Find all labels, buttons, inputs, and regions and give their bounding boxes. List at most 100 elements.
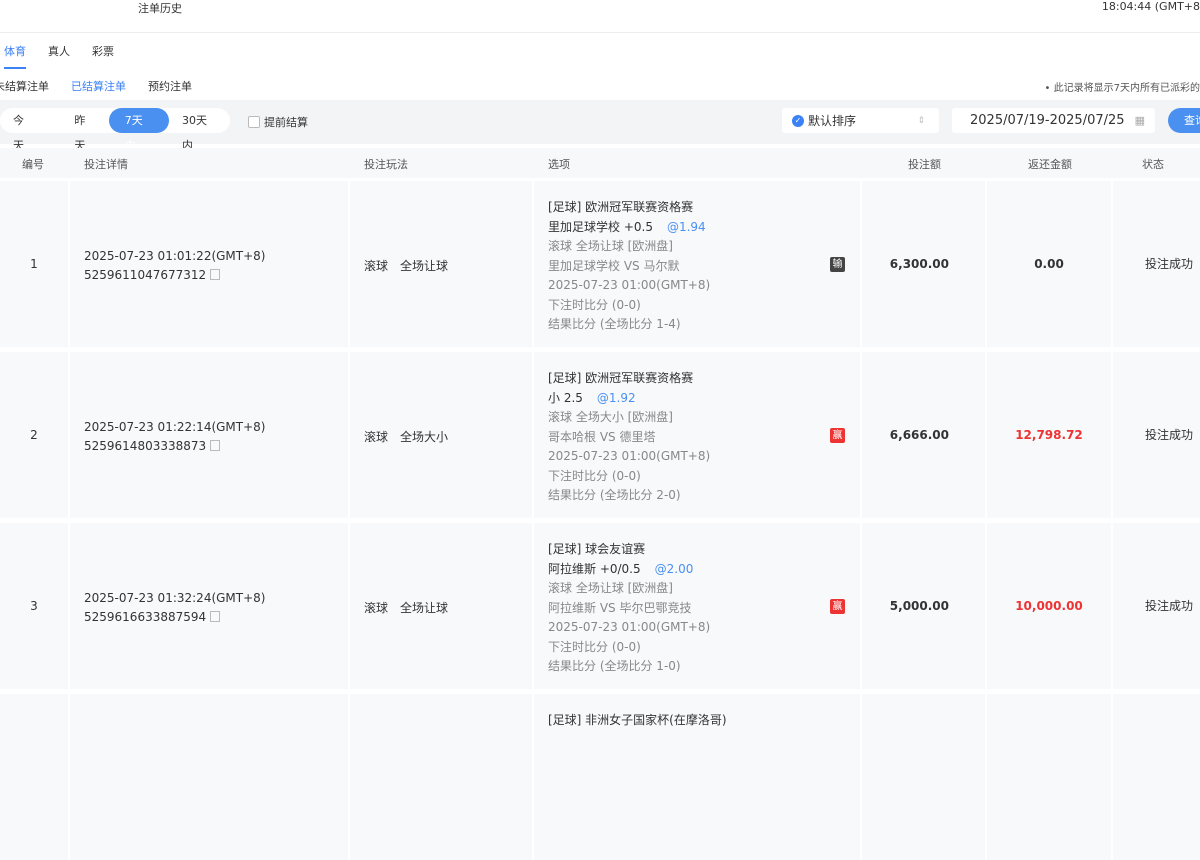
- result-badge: 输: [830, 257, 845, 272]
- odds: @1.92: [596, 390, 636, 405]
- cell-status: 投注成功: [1113, 523, 1200, 689]
- match: 里加足球学校 VS 马尔默: [548, 258, 680, 273]
- col-detail: 投注详情: [84, 158, 128, 171]
- tab-settled[interactable]: 已结算注单: [71, 78, 126, 102]
- sort-arrows-icon: ⇕: [917, 115, 925, 126]
- market: 滚球 全场让球 [欧洲盘]: [548, 581, 673, 595]
- cell-stake: 6,300.00: [862, 181, 985, 347]
- result-badge: 赢: [830, 599, 845, 614]
- page-title: 注单历史: [138, 2, 182, 15]
- cell-detail: 2025-07-23 01:32:24(GMT+8) 52596166338875…: [70, 523, 348, 689]
- cell-return: 12,798.72: [987, 352, 1111, 518]
- range-30days[interactable]: 30天内: [181, 114, 207, 152]
- league: [足球] 非洲女子国家杯(在摩洛哥): [548, 713, 727, 727]
- cell-play: [350, 694, 532, 860]
- col-option: 选项: [548, 158, 570, 171]
- play-type: 滚球: [364, 259, 389, 273]
- odds: @2.00: [654, 561, 694, 576]
- copy-icon[interactable]: [210, 269, 221, 280]
- cell-stake: [862, 694, 985, 860]
- tab-unsettled[interactable]: 未结算注单: [0, 80, 49, 93]
- cell-play: 滚球 全场让球: [350, 523, 532, 689]
- filter-bar: 今天 昨天 7天内 30天内 提前结算 ✓ 默认排序 ⇕ 2025/07/19-20…: [0, 100, 1200, 152]
- copy-icon[interactable]: [210, 440, 221, 451]
- cell-option: [足球] 欧洲冠军联赛资格赛 里加足球学校 +0.5 @1.94 滚球 全场让球 …: [534, 181, 860, 347]
- table-header: 编号 投注详情 投注玩法 选项 投注额 返还金额 状态: [0, 148, 1200, 178]
- col-status: 状态: [1142, 158, 1164, 171]
- tab-sports[interactable]: 体育: [4, 43, 26, 69]
- range-today[interactable]: 今天: [13, 114, 24, 152]
- cell-play: 滚球 全场让球: [350, 181, 532, 347]
- pick: 里加足球学校 +0.5: [548, 219, 653, 234]
- bet-time: 2025-07-23 01:22:14(GMT+8): [84, 420, 266, 434]
- cell-no: [0, 694, 68, 860]
- calendar-icon[interactable]: ▦: [1134, 114, 1145, 127]
- league: [足球] 球会友谊赛: [548, 542, 646, 556]
- match: 哥本哈根 VS 德里塔: [548, 429, 656, 444]
- col-no: 编号: [22, 158, 44, 171]
- tab-lottery[interactable]: 彩票: [92, 45, 114, 58]
- bet-id: 5259611047677312: [84, 268, 207, 282]
- query-button[interactable]: 查询: [1168, 108, 1200, 133]
- sort-select[interactable]: ✓ 默认排序 ⇕: [782, 108, 939, 133]
- early-settle-checkbox[interactable]: 提前结算: [248, 114, 308, 130]
- cell-option: [足球] 欧洲冠军联赛资格赛 小 2.5 @1.92 滚球 全场大小 [欧洲盘] …: [534, 352, 860, 518]
- bet-time: 2025-07-23 01:32:24(GMT+8): [84, 591, 266, 605]
- play-type: 滚球: [364, 430, 389, 444]
- pick: 小 2.5: [548, 390, 583, 405]
- range-7days[interactable]: 7天内: [108, 108, 169, 152]
- date-range-segment: 今天 昨天 7天内 30天内: [0, 108, 230, 152]
- result-badge: 赢: [830, 428, 845, 443]
- cell-stake: 6,666.00: [862, 352, 985, 518]
- cell-detail: 2025-07-23 01:01:22(GMT+8) 52596110476773…: [70, 181, 348, 347]
- clock: 18:04:44 (GMT+8: [1101, 0, 1200, 13]
- date-range-input[interactable]: 2025/07/19-2025/07/25 ▦: [952, 108, 1155, 133]
- info-note: • 此记录将显示7天内所有已派彩的: [1044, 83, 1200, 94]
- play-market: 全场让球: [400, 601, 449, 615]
- result-score: 结果比分 (全场比分 2-0): [548, 488, 681, 502]
- cell-status: 投注成功: [1113, 352, 1200, 518]
- range-yesterday[interactable]: 昨天: [74, 114, 86, 152]
- top-bar: 注单历史 18:04:44 (GMT+8: [0, 0, 1200, 33]
- cell-no: 3: [0, 523, 68, 689]
- bet-score: 下注时比分 (0-0): [548, 639, 641, 654]
- league: [足球] 欧洲冠军联赛资格赛: [548, 200, 694, 214]
- check-circle-icon: ✓: [792, 114, 804, 127]
- cell-option: [足球] 非洲女子国家杯(在摩洛哥): [534, 694, 860, 860]
- tab-reserved[interactable]: 预约注单: [148, 80, 192, 93]
- cell-return: 10,000.00: [987, 523, 1111, 689]
- sort-value: 默认排序: [808, 114, 857, 128]
- date-range-value: 2025/07/19-2025/07/25: [970, 113, 1125, 128]
- cell-play: 滚球 全场大小: [350, 352, 532, 518]
- cell-detail: 2025-07-23 01:22:14(GMT+8) 52596148033388…: [70, 352, 348, 518]
- play-type: 滚球: [364, 601, 389, 615]
- tab-live[interactable]: 真人: [48, 45, 70, 58]
- bet-id: 5259614803338873: [84, 439, 207, 453]
- cell-status: [1113, 694, 1200, 860]
- bet-score: 下注时比分 (0-0): [548, 297, 641, 312]
- table-row: 1 2025-07-23 01:01:22(GMT+8) 525961104767…: [0, 181, 1200, 347]
- cell-status: 投注成功: [1113, 181, 1200, 347]
- table-row: 2 2025-07-23 01:22:14(GMT+8) 525961480333…: [0, 352, 1200, 518]
- play-market: 全场大小: [400, 430, 449, 444]
- kickoff: 2025-07-23 01:00(GMT+8): [548, 449, 711, 463]
- status-tabs: 未结算注单 已结算注单 预约注单: [0, 78, 192, 102]
- result-score: 结果比分 (全场比分 1-0): [548, 659, 681, 673]
- table-row: 3 2025-07-23 01:32:24(GMT+8) 525961663388…: [0, 523, 1200, 689]
- market: 滚球 全场让球 [欧洲盘]: [548, 239, 673, 253]
- league: [足球] 欧洲冠军联赛资格赛: [548, 371, 694, 385]
- copy-icon[interactable]: [210, 611, 221, 622]
- col-stake: 投注额: [908, 158, 941, 171]
- cell-option: [足球] 球会友谊赛 阿拉维斯 +0/0.5 @2.00 滚球 全场让球 [欧洲盘…: [534, 523, 860, 689]
- play-market: 全场让球: [400, 259, 449, 273]
- col-play: 投注玩法: [364, 158, 408, 171]
- kickoff: 2025-07-23 01:00(GMT+8): [548, 278, 711, 292]
- table-row: [足球] 非洲女子国家杯(在摩洛哥): [0, 694, 1200, 860]
- cell-return: [987, 694, 1111, 860]
- bet-id: 5259616633887594: [84, 610, 207, 624]
- checkbox-icon[interactable]: [248, 116, 260, 128]
- odds: @1.94: [666, 219, 706, 234]
- early-settle-label: 提前结算: [264, 116, 308, 129]
- market: 滚球 全场大小 [欧洲盘]: [548, 410, 673, 424]
- kickoff: 2025-07-23 01:00(GMT+8): [548, 620, 711, 634]
